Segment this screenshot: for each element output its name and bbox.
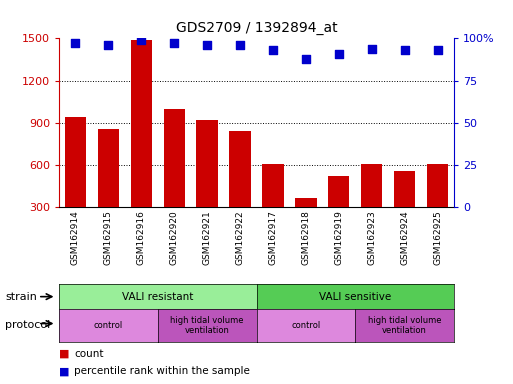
Point xyxy=(368,45,376,51)
Point xyxy=(170,40,179,46)
Text: strain: strain xyxy=(5,291,37,302)
Text: high tidal volume
ventilation: high tidal volume ventilation xyxy=(368,316,441,335)
Bar xyxy=(295,197,317,207)
Bar xyxy=(262,164,284,207)
Text: control: control xyxy=(94,321,123,330)
Text: protocol: protocol xyxy=(5,320,50,331)
Point xyxy=(71,40,80,46)
Bar xyxy=(361,164,382,207)
Bar xyxy=(65,117,86,207)
Point xyxy=(334,51,343,57)
Point xyxy=(104,42,112,48)
Point xyxy=(269,47,277,53)
Bar xyxy=(394,171,416,207)
Text: count: count xyxy=(74,349,104,359)
Text: VALI sensitive: VALI sensitive xyxy=(319,291,391,302)
Bar xyxy=(328,176,349,207)
Bar xyxy=(196,120,218,207)
Point xyxy=(401,47,409,53)
Bar xyxy=(97,129,119,207)
Bar xyxy=(427,164,448,207)
Point xyxy=(203,42,211,48)
Title: GDS2709 / 1392894_at: GDS2709 / 1392894_at xyxy=(175,21,338,35)
Point xyxy=(137,37,145,43)
Point xyxy=(236,42,244,48)
Text: control: control xyxy=(291,321,321,330)
Bar xyxy=(131,40,152,207)
Text: percentile rank within the sample: percentile rank within the sample xyxy=(74,366,250,376)
Text: ■: ■ xyxy=(59,349,69,359)
Text: ■: ■ xyxy=(59,366,69,376)
Bar xyxy=(229,131,251,207)
Text: VALI resistant: VALI resistant xyxy=(122,291,193,302)
Point xyxy=(433,47,442,53)
Point xyxy=(302,56,310,62)
Bar xyxy=(164,109,185,207)
Text: high tidal volume
ventilation: high tidal volume ventilation xyxy=(170,316,244,335)
